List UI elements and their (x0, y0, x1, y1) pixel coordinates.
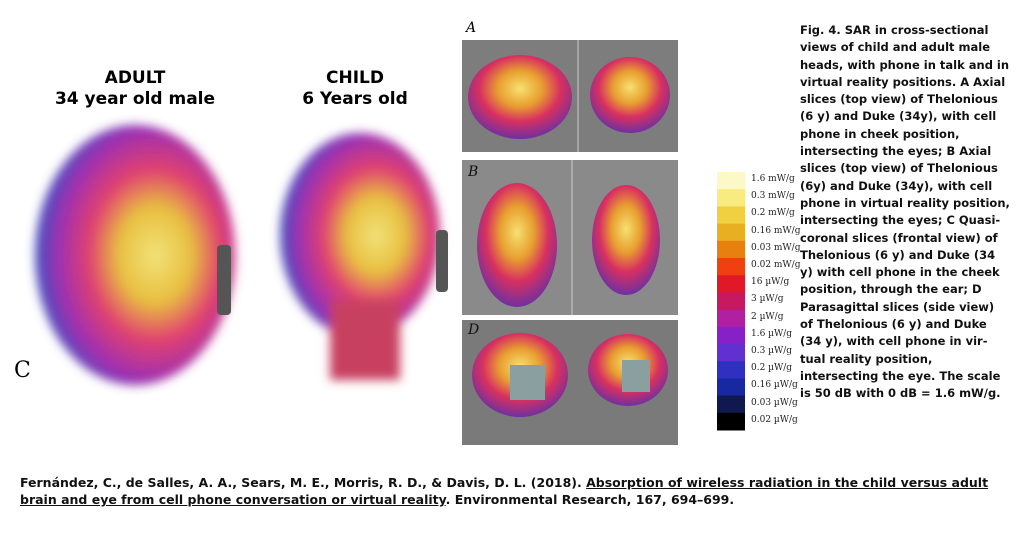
panel-label: A (466, 20, 477, 36)
scale-label: 0.03 µW/g (751, 397, 798, 408)
scale-swatch (717, 189, 745, 207)
scale-swatch (717, 172, 745, 190)
scale-swatch (717, 395, 745, 414)
scale-swatch (717, 378, 745, 397)
child-head (280, 133, 440, 380)
adult-subtitle: 34 year old male (54, 89, 216, 109)
scale-swatch (717, 309, 745, 328)
panel-b (462, 160, 678, 315)
adult-title: ADULT (104, 68, 166, 88)
child-subtitle: 6 Years old (302, 89, 408, 109)
scale-swatch (717, 258, 745, 276)
scale-swatch (717, 412, 745, 431)
scale-label: 1.6 µW/g (751, 328, 793, 339)
panel-label: B (468, 164, 479, 180)
phone (436, 230, 448, 292)
citation-source: . Environmental Research, 167, 694–699. (445, 492, 735, 507)
panel-a (462, 40, 678, 152)
scale-label: 0.02 µW/g (751, 414, 798, 425)
scale-label: 0.03 mW/g (751, 242, 801, 253)
scale-label: 16 µW/g (751, 277, 790, 288)
scale-label: 0.16 µW/g (751, 380, 798, 391)
scale-swatch (717, 206, 745, 225)
scale-swatch (717, 344, 745, 362)
scale-label: 2 µW/g (751, 311, 784, 322)
scale-label: 0.3 µW/g (751, 346, 793, 356)
panel-label: D (468, 322, 480, 338)
panel-label: C (14, 358, 31, 383)
phone (217, 245, 231, 315)
scale-swatch (717, 223, 745, 242)
scale-label: 0.02 mW/g (751, 260, 801, 270)
scale-label: 3 µW/g (751, 294, 784, 305)
scale-label: 0.16 mW/g (751, 225, 801, 236)
color-scale (717, 172, 745, 431)
citation-authors: Fernández, C., de Salles, A. A., Sears, … (20, 475, 587, 490)
citation-title[interactable]: Absorption of wireless radiation in the … (20, 475, 989, 507)
citation: Fernández, C., de Salles, A. A., Sears, … (20, 474, 1010, 508)
scale-label: 1.6 mW/g (751, 174, 795, 184)
scale-swatch (717, 361, 745, 379)
caption: Fig. 4. SAR in cross-sectional views of … (800, 23, 1010, 401)
scale-label: 0.3 mW/g (751, 191, 795, 202)
scale-label: 0.2 mW/g (751, 208, 795, 219)
scale-swatch (717, 275, 745, 293)
adult-head (35, 125, 235, 385)
scale-label: 0.2 µW/g (751, 363, 793, 374)
scale-swatch (717, 292, 745, 311)
scale-swatch (717, 240, 745, 259)
scale-swatch (717, 326, 745, 345)
panel-d (462, 320, 678, 445)
child-title: CHILD (326, 68, 384, 88)
